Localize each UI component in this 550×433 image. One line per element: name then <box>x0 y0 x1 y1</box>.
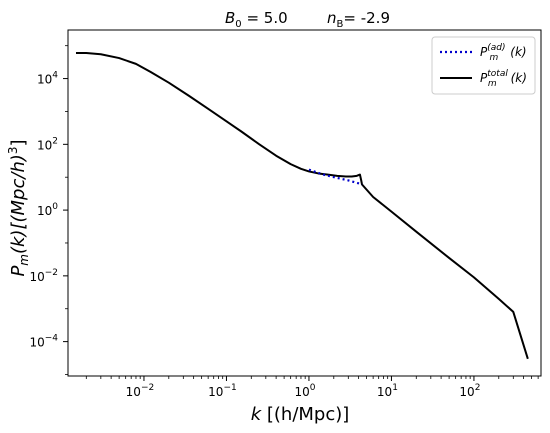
y-axis-end: ] <box>8 139 29 146</box>
x-tick-label: 102 <box>459 383 480 399</box>
title-right-symbol: n <box>327 9 337 27</box>
legend-ad-sub: m <box>490 53 499 63</box>
y-tick-label: 102 <box>37 136 58 152</box>
series-layer <box>75 51 529 360</box>
y-axis-label: Pm(k)[(Mpc/h)3] <box>6 139 31 276</box>
legend-label-ad: P(ad) m (k) <box>480 43 527 63</box>
y-axis-symbol: P <box>8 266 29 277</box>
legend-box <box>431 36 536 95</box>
title-right-value: = -2.9 <box>343 9 390 27</box>
legend-ad-base: P <box>480 45 488 59</box>
y-axis-superscript: 3 <box>6 146 20 154</box>
y-tick-label: 100 <box>37 202 58 218</box>
legend: P(ad) m (k) Ptotal m (k) <box>431 36 536 95</box>
y-axis-subscript: m <box>17 254 31 266</box>
y-axis-text: (k)[(Mpc/h) <box>8 154 29 254</box>
legend-total-sub: m <box>488 79 497 89</box>
y-tick-label: 104 <box>37 71 58 87</box>
x-axis-label: k [(h/Mpc)] <box>251 404 350 425</box>
x-axis-units: [(h/Mpc)] <box>267 404 349 425</box>
legend-total-sup: total <box>487 69 508 79</box>
x-tick-label: 10−1 <box>208 383 237 399</box>
chart-title-left: B0 = 5.0 <box>225 9 288 30</box>
x-tick-label: 101 <box>377 383 398 399</box>
legend-ad-sup: (ad) <box>487 43 505 53</box>
title-left-value: = 5.0 <box>242 9 288 27</box>
legend-ad-end: (k) <box>510 45 526 59</box>
title-left-subscript: 0 <box>235 19 241 30</box>
legend-total-base: P <box>480 71 488 85</box>
x-tick-label: 10−2 <box>126 383 155 399</box>
legend-total-end: (k) <box>511 71 527 85</box>
x-axis-symbol: k <box>251 404 263 425</box>
x-tick-label: 100 <box>294 383 315 399</box>
y-tick-label: 10−4 <box>29 334 58 350</box>
title-right-subscript: B <box>337 19 344 30</box>
y-tick-label: 10−2 <box>29 268 58 284</box>
legend-label-total: Ptotal m (k) <box>480 69 527 89</box>
series-line-ad <box>308 168 363 186</box>
axis-ticks: 10−2 10−1 100 101 102 10−4 10−2 100 102 104 <box>29 45 539 399</box>
chart-title-right: nB= -2.9 <box>327 9 390 30</box>
title-left-symbol: B <box>225 9 235 27</box>
